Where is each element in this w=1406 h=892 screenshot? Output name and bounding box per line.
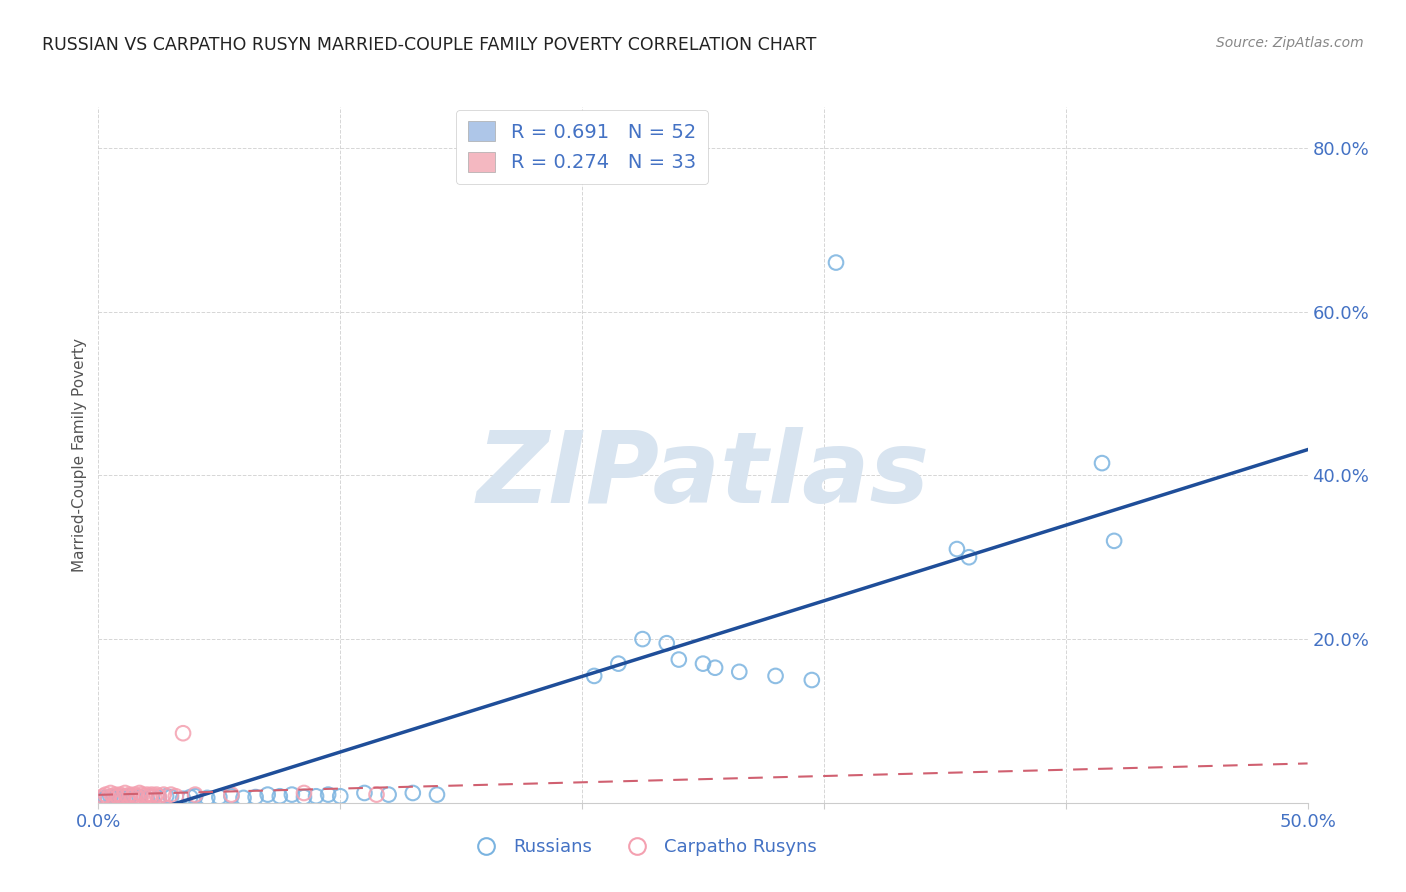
- Point: [90, 791, 112, 805]
- Point: [165, 789, 187, 804]
- Point: [108, 792, 131, 806]
- Point: [256, 788, 278, 802]
- Point: [118, 788, 141, 802]
- Point: [111, 789, 134, 804]
- Point: [377, 788, 399, 802]
- Point: [221, 789, 243, 804]
- Point: [172, 791, 194, 805]
- Point: [160, 790, 183, 805]
- Point: [692, 657, 714, 671]
- Point: [957, 550, 980, 565]
- Point: [100, 786, 122, 800]
- Point: [128, 786, 150, 800]
- Point: [148, 790, 170, 805]
- Point: [107, 789, 129, 804]
- Point: [91, 789, 114, 804]
- Point: [104, 788, 127, 802]
- Point: [292, 790, 315, 805]
- Point: [281, 788, 304, 802]
- Text: ZIPatlas: ZIPatlas: [477, 427, 929, 524]
- Point: [141, 788, 163, 802]
- Point: [118, 789, 141, 804]
- Point: [145, 788, 167, 802]
- Point: [135, 788, 157, 802]
- Point: [114, 786, 136, 800]
- Point: [269, 789, 291, 804]
- Point: [184, 789, 207, 804]
- Point: [292, 786, 315, 800]
- Point: [179, 790, 201, 805]
- Point: [155, 789, 177, 804]
- Point: [90, 793, 112, 807]
- Point: [728, 665, 751, 679]
- Point: [143, 790, 166, 805]
- Point: [1091, 456, 1114, 470]
- Point: [121, 790, 143, 805]
- Point: [800, 673, 823, 687]
- Point: [184, 788, 207, 802]
- Point: [316, 788, 339, 802]
- Point: [825, 255, 848, 269]
- Point: [97, 792, 120, 806]
- Y-axis label: Married-Couple Family Poverty: Married-Couple Family Poverty: [72, 338, 87, 572]
- Point: [100, 790, 122, 805]
- Point: [765, 669, 787, 683]
- Text: Source: ZipAtlas.com: Source: ZipAtlas.com: [1216, 36, 1364, 50]
- Point: [245, 790, 267, 805]
- Legend: Russians, Carpatho Rusyns: Russians, Carpatho Rusyns: [461, 831, 824, 863]
- Point: [305, 789, 328, 804]
- Point: [101, 789, 124, 804]
- Point: [134, 789, 156, 804]
- Point: [221, 788, 243, 802]
- Point: [402, 786, 425, 800]
- Point: [117, 791, 139, 805]
- Point: [94, 790, 117, 805]
- Point: [160, 788, 183, 802]
- Point: [124, 790, 146, 805]
- Point: [195, 790, 218, 805]
- Point: [208, 790, 231, 805]
- Point: [117, 789, 139, 804]
- Point: [172, 726, 194, 740]
- Point: [583, 669, 606, 683]
- Point: [138, 789, 160, 804]
- Point: [366, 788, 388, 802]
- Point: [131, 788, 153, 802]
- Point: [152, 788, 174, 802]
- Point: [946, 542, 969, 557]
- Point: [107, 790, 129, 805]
- Point: [97, 790, 120, 805]
- Point: [148, 789, 170, 804]
- Point: [141, 790, 163, 805]
- Point: [111, 790, 134, 805]
- Point: [607, 657, 630, 671]
- Point: [135, 791, 157, 805]
- Point: [94, 788, 117, 802]
- Point: [704, 661, 727, 675]
- Point: [668, 652, 690, 666]
- Point: [91, 791, 114, 805]
- Text: RUSSIAN VS CARPATHO RUSYN MARRIED-COUPLE FAMILY POVERTY CORRELATION CHART: RUSSIAN VS CARPATHO RUSYN MARRIED-COUPLE…: [42, 36, 817, 54]
- Point: [124, 788, 146, 802]
- Point: [655, 636, 678, 650]
- Point: [127, 789, 149, 804]
- Point: [232, 790, 254, 805]
- Point: [1102, 533, 1125, 548]
- Point: [128, 790, 150, 805]
- Point: [353, 786, 375, 800]
- Point: [101, 791, 124, 805]
- Point: [631, 632, 654, 646]
- Point: [426, 788, 449, 802]
- Point: [104, 790, 127, 805]
- Point: [329, 789, 352, 804]
- Point: [108, 788, 131, 802]
